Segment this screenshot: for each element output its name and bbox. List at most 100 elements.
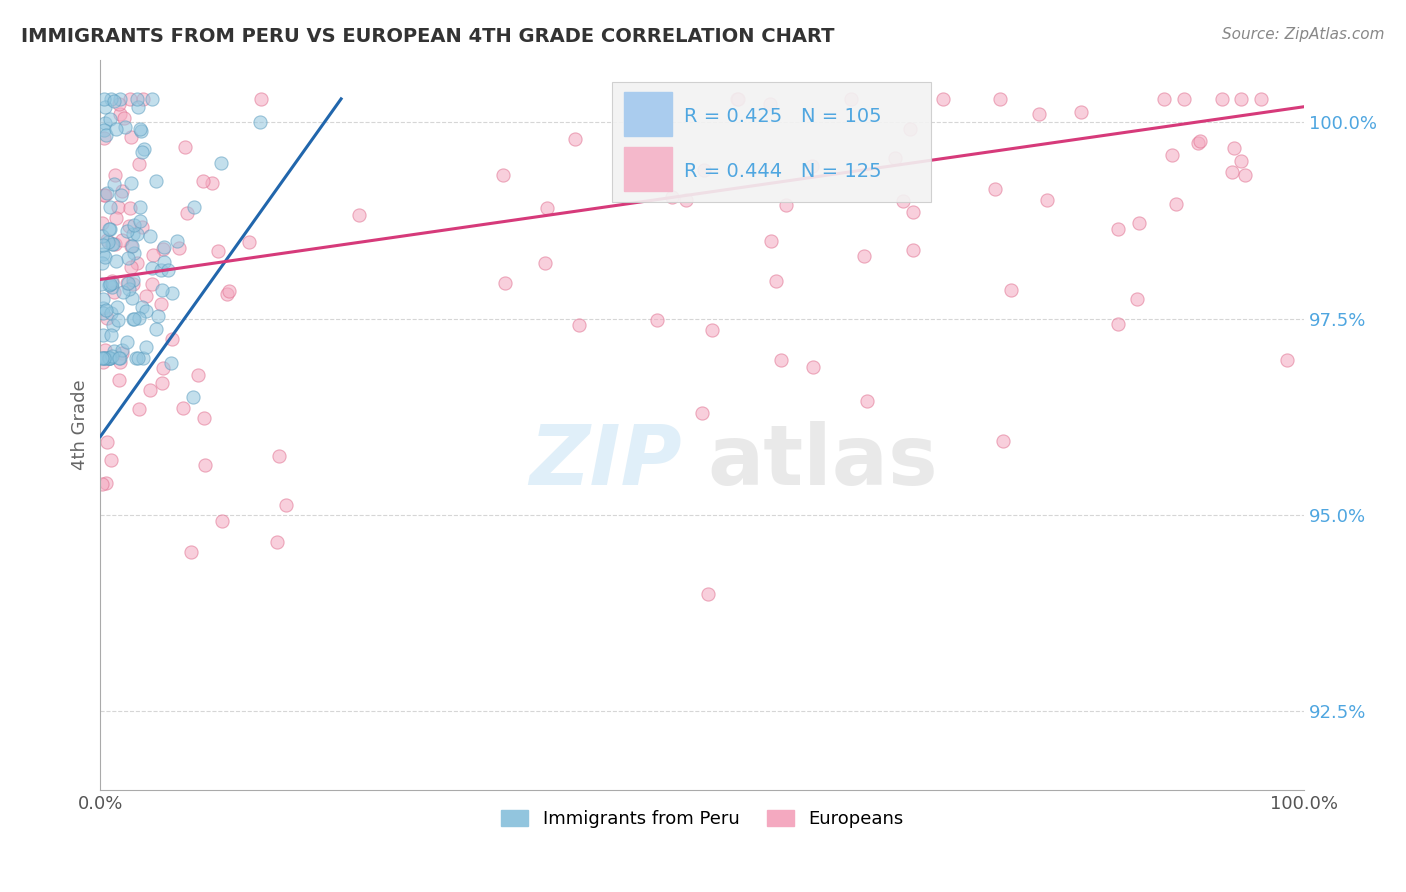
Point (932, 92, 955, 106)
Point (494, 277, 516, 291)
Point (128, 121, 150, 136)
Point (141, 261, 163, 276)
Point (120, 129, 142, 144)
Point (120, 260, 142, 274)
Point (108, 351, 131, 365)
Point (94, 116, 117, 130)
Point (96, 233, 118, 247)
Point (173, 140, 195, 154)
Point (139, 229, 162, 244)
Point (100, 328, 122, 343)
Point (97, 351, 120, 365)
Point (96, 235, 118, 249)
Point (100, 306, 122, 320)
Point (675, 194, 697, 208)
Point (801, 360, 824, 375)
Point (132, 351, 155, 365)
Point (991, 434, 1014, 448)
Point (1173, 92, 1195, 106)
Point (1233, 168, 1256, 182)
Text: R = 0.425   N = 105: R = 0.425 N = 105 (685, 107, 882, 126)
Point (1036, 193, 1059, 207)
Point (217, 287, 239, 301)
Point (122, 312, 145, 326)
Point (1028, 107, 1050, 121)
Point (111, 233, 134, 247)
Point (145, 322, 167, 336)
Y-axis label: 4th Grade: 4th Grade (72, 379, 89, 470)
Point (160, 286, 183, 301)
Point (1211, 92, 1233, 106)
Point (98, 277, 121, 292)
Point (990, 92, 1012, 106)
Point (725, 92, 748, 106)
Point (132, 142, 155, 156)
Point (121, 292, 143, 306)
Point (107, 200, 129, 214)
Point (105, 254, 128, 268)
Point (108, 355, 131, 369)
Point (759, 234, 782, 248)
Text: ZIP: ZIP (530, 421, 682, 502)
Point (349, 208, 371, 222)
Point (250, 92, 273, 106)
Point (1153, 92, 1175, 106)
Point (122, 277, 145, 291)
Point (1222, 141, 1244, 155)
Point (122, 273, 145, 287)
Point (98, 200, 121, 214)
Point (107, 313, 129, 327)
Point (135, 340, 157, 354)
Point (118, 281, 141, 295)
Text: R = 0.444   N = 125: R = 0.444 N = 125 (685, 161, 882, 181)
Point (91, 301, 114, 316)
Point (693, 162, 716, 177)
Point (249, 115, 271, 129)
Point (183, 200, 205, 214)
Point (94, 128, 117, 143)
Bar (624, 93, 672, 136)
Point (536, 201, 558, 215)
Point (93, 123, 115, 137)
Text: Source: ZipAtlas.com: Source: ZipAtlas.com (1222, 27, 1385, 42)
Point (93, 351, 115, 365)
Point (759, 97, 782, 112)
Point (104, 122, 127, 136)
Point (111, 343, 134, 358)
Point (1250, 92, 1272, 106)
Point (181, 390, 204, 404)
Point (172, 401, 194, 415)
Point (135, 304, 157, 318)
Point (661, 190, 683, 204)
Point (107, 96, 129, 111)
Point (1229, 153, 1251, 168)
Point (117, 276, 139, 290)
Point (211, 514, 233, 528)
Point (209, 156, 232, 170)
Point (122, 218, 145, 232)
Point (1187, 136, 1209, 151)
Point (105, 300, 128, 314)
Point (1275, 352, 1298, 367)
Point (1107, 222, 1129, 236)
Point (91, 216, 114, 230)
Point (152, 240, 174, 254)
FancyBboxPatch shape (612, 81, 931, 202)
Text: IMMIGRANTS FROM PERU VS EUROPEAN 4TH GRADE CORRELATION CHART: IMMIGRANTS FROM PERU VS EUROPEAN 4TH GRA… (21, 27, 835, 45)
Point (104, 169, 127, 183)
Point (131, 220, 153, 235)
Point (855, 393, 877, 408)
Point (125, 351, 148, 365)
Point (128, 157, 150, 171)
Point (100, 453, 122, 467)
Point (267, 449, 290, 463)
Point (131, 300, 153, 314)
Point (107, 373, 129, 387)
Point (101, 279, 124, 293)
Point (727, 92, 749, 106)
Point (697, 586, 720, 600)
Point (90, 277, 112, 291)
Point (108, 351, 131, 365)
Point (91, 327, 114, 342)
Point (901, 243, 924, 257)
